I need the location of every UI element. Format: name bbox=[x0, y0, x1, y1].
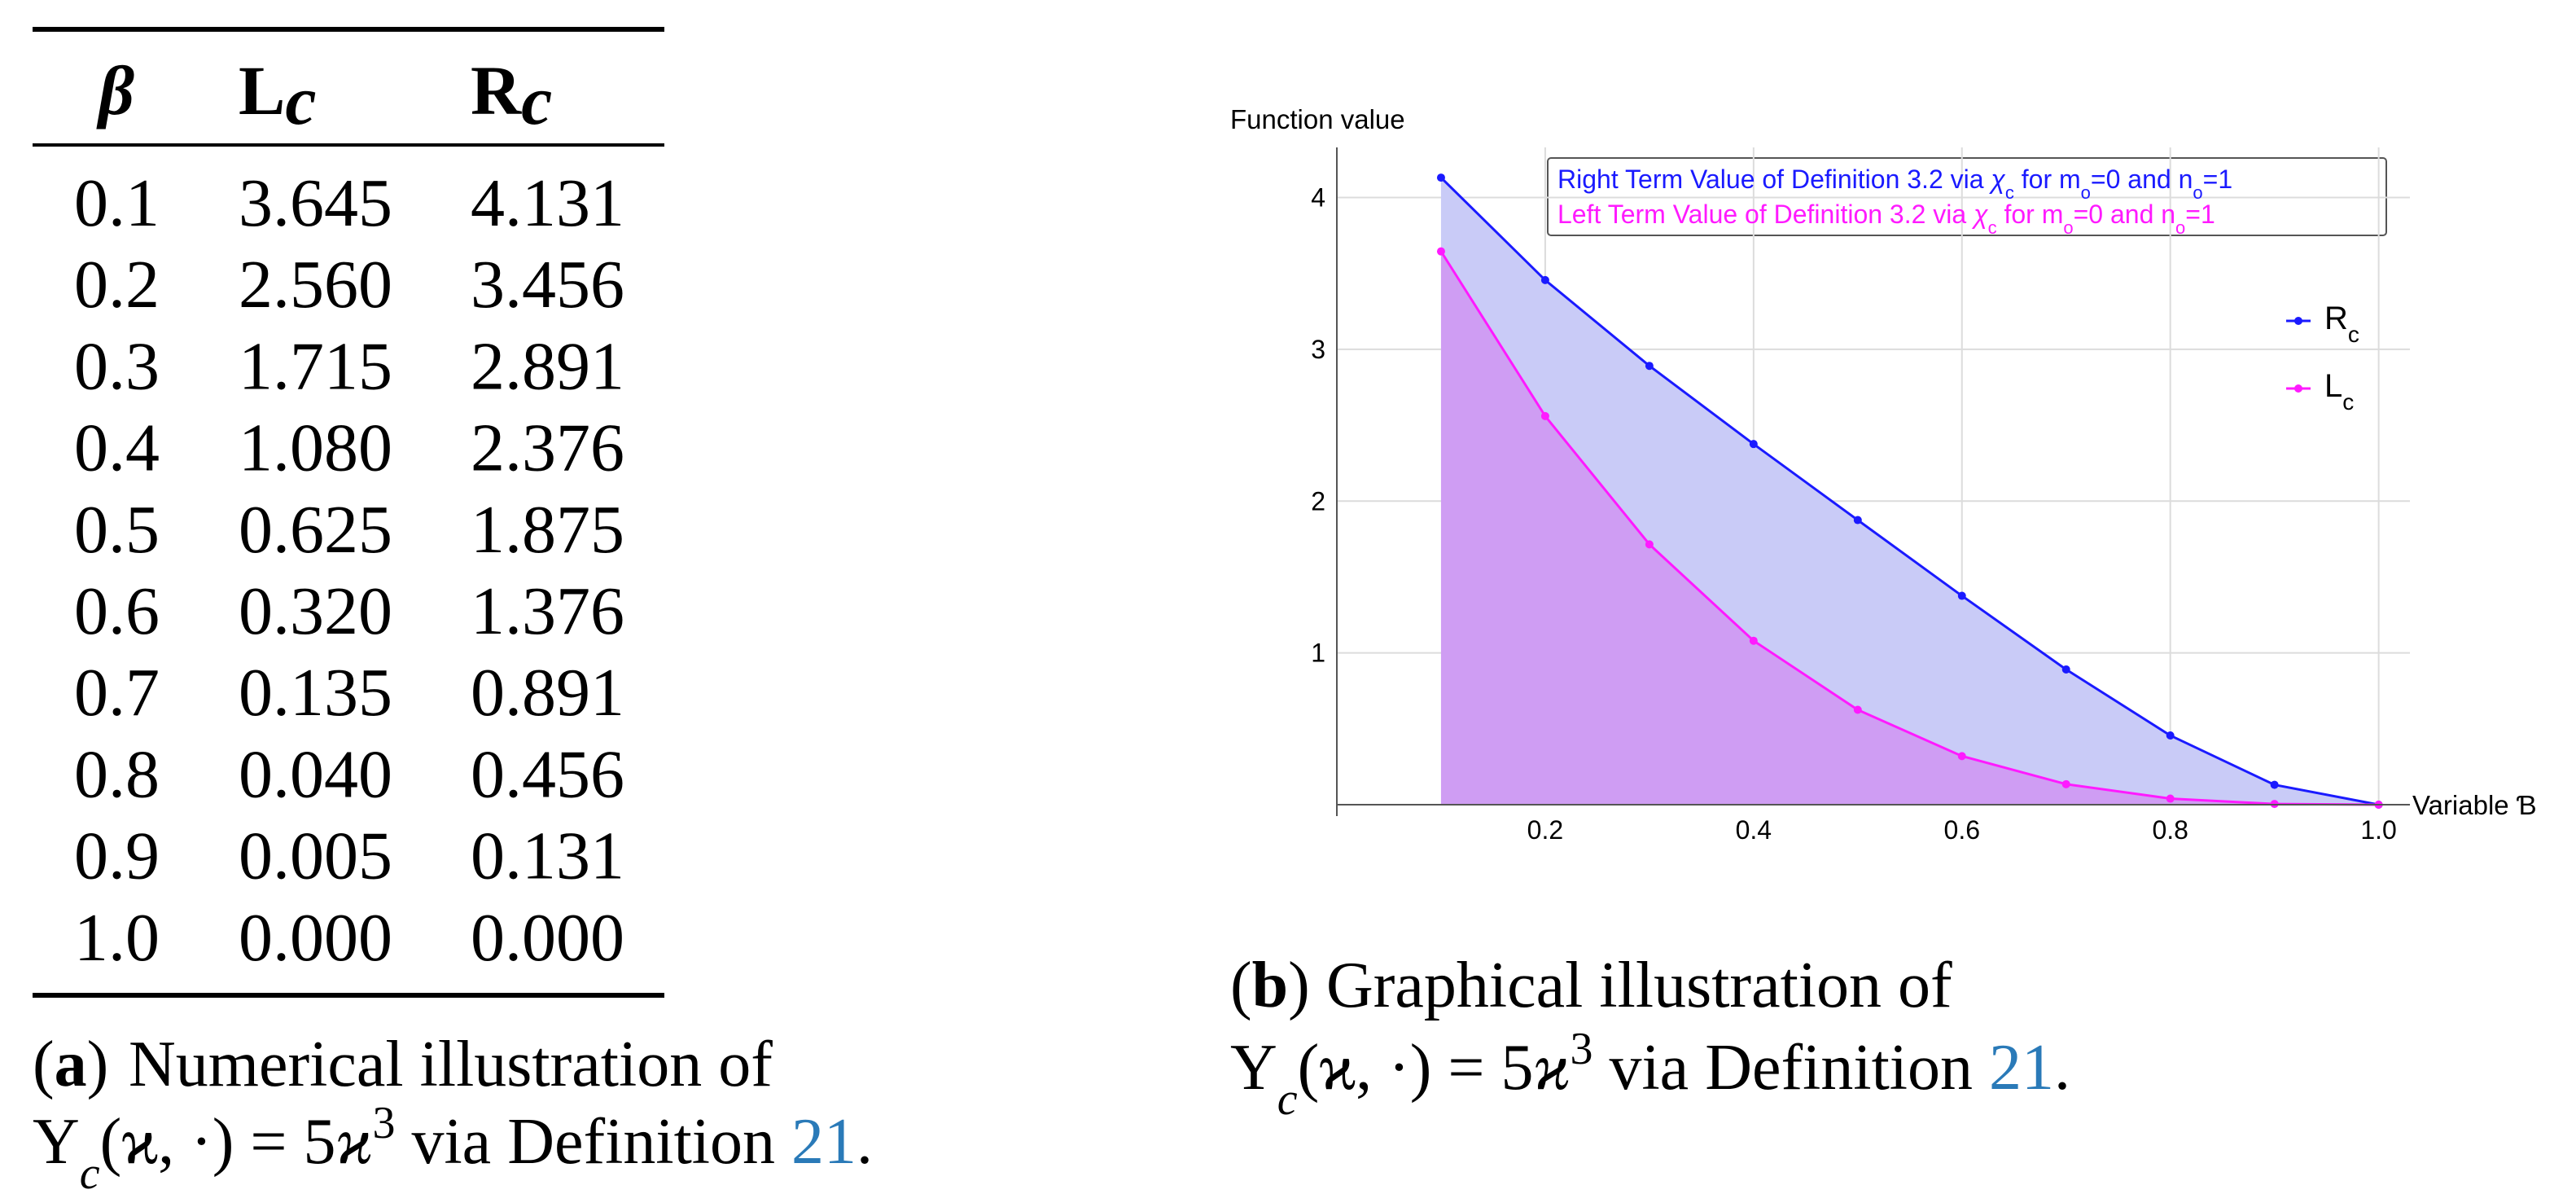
table-cell: 0.891 bbox=[471, 655, 624, 731]
table-cell: 1.376 bbox=[471, 573, 624, 649]
plot: 1 2 3 4 0.2 0.4 0.6 0.8 1.0 Function value Variabl… bbox=[1230, 104, 2537, 845]
table-cell: 0.7 bbox=[74, 655, 160, 731]
legend-marker bbox=[2294, 384, 2302, 393]
point bbox=[1540, 411, 1549, 420]
table-cell: 0.9 bbox=[74, 819, 160, 894]
legend-marker bbox=[2294, 317, 2302, 325]
y-axis-label: Function value bbox=[1230, 104, 1405, 134]
table-cell: 0.000 bbox=[471, 900, 624, 976]
table-cell: 0.625 bbox=[239, 492, 392, 568]
point bbox=[1645, 540, 1654, 549]
caption-label: (a) bbox=[33, 1029, 108, 1100]
table-cell: 0.1 bbox=[74, 165, 160, 241]
legend-entry: Rc bbox=[2324, 301, 2359, 347]
point bbox=[1853, 516, 1862, 525]
point bbox=[1957, 591, 1966, 600]
point bbox=[1436, 247, 1445, 256]
table-cell: 2.376 bbox=[471, 410, 624, 486]
x-axis-label: Variable Ɓ bbox=[2412, 790, 2537, 820]
x-tick-label: 0.6 bbox=[1944, 815, 1980, 845]
table-cell: 0.320 bbox=[239, 573, 392, 649]
caption-text: Graphical illustration of bbox=[1326, 950, 1952, 1021]
table-cell: 0.5 bbox=[74, 492, 160, 568]
table-cell: 0.456 bbox=[471, 736, 624, 812]
legend-box bbox=[1547, 157, 2387, 236]
point bbox=[1749, 636, 1758, 645]
table-cell: 0.000 bbox=[239, 900, 392, 976]
legend-box-text: Left Term Value of Definition 3.2 via χc… bbox=[1557, 200, 2215, 238]
point bbox=[1749, 440, 1758, 449]
point bbox=[1645, 362, 1654, 371]
table-cell: 3.645 bbox=[239, 165, 392, 241]
table-cell: 1.875 bbox=[471, 492, 624, 568]
table-cell: 2.560 bbox=[239, 247, 392, 323]
y-tick-label: 1 bbox=[1311, 639, 1325, 668]
point bbox=[2166, 794, 2175, 803]
point bbox=[2166, 731, 2175, 740]
y-tick-label: 3 bbox=[1311, 335, 1325, 364]
caption-text: Numerical illustration of bbox=[129, 1029, 773, 1100]
caption-text: Υc(ϰ, ·) = 5ϰ3 via Definition 21. bbox=[33, 1098, 873, 1194]
table-header: Lc bbox=[239, 51, 317, 139]
table-cell: 0.4 bbox=[74, 410, 160, 486]
y-tick-label: 4 bbox=[1311, 183, 1325, 213]
x-tick-label: 0.4 bbox=[1736, 815, 1772, 845]
point bbox=[1853, 705, 1862, 714]
point bbox=[1540, 275, 1549, 284]
table-header: β bbox=[96, 51, 134, 129]
table-cell: 0.131 bbox=[471, 819, 624, 894]
table-cell: 0.040 bbox=[239, 736, 392, 812]
table-cell: 0.8 bbox=[74, 736, 160, 812]
point bbox=[2270, 780, 2279, 789]
table-cell: 0.3 bbox=[74, 328, 160, 404]
point bbox=[2061, 779, 2070, 788]
table-cell: 1.0 bbox=[74, 900, 160, 976]
point bbox=[2061, 665, 2070, 674]
caption-text: Υc(ϰ, ·) = 5ϰ3 via Definition 21. bbox=[1230, 1024, 2070, 1125]
table-cell: 0.2 bbox=[74, 247, 160, 323]
line bbox=[1439, 250, 2379, 806]
y-tick-label: 2 bbox=[1311, 486, 1325, 516]
point bbox=[1436, 173, 1445, 182]
table-cell: 0.135 bbox=[239, 655, 392, 731]
table-cell: 1.080 bbox=[239, 410, 392, 486]
caption-label: (b) bbox=[1230, 950, 1310, 1021]
table-cell: 0.005 bbox=[239, 819, 392, 894]
table-header: Rc bbox=[471, 51, 552, 139]
table-cell: 3.456 bbox=[471, 247, 624, 323]
table-cell: 0.6 bbox=[74, 573, 160, 649]
x-tick-label: 1.0 bbox=[2360, 815, 2396, 845]
x-tick-label: 0.8 bbox=[2152, 815, 2188, 845]
line bbox=[1439, 177, 2379, 806]
table-cell: 1.715 bbox=[239, 328, 392, 404]
legend-entry: Lc bbox=[2324, 368, 2354, 415]
table-cell: 2.891 bbox=[471, 328, 624, 404]
area bbox=[1440, 251, 2379, 806]
legend-box-text: Right Term Value of Definition 3.2 via χ… bbox=[1557, 165, 2232, 203]
table-cell: 4.131 bbox=[471, 165, 624, 241]
x-tick-label: 0.2 bbox=[1527, 815, 1563, 845]
point bbox=[1957, 752, 1966, 761]
